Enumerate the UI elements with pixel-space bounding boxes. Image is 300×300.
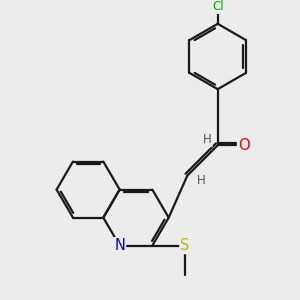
Text: Cl: Cl — [212, 0, 224, 13]
Text: N: N — [114, 238, 125, 253]
Text: H: H — [197, 174, 206, 187]
Text: S: S — [180, 238, 190, 253]
Text: H: H — [203, 133, 212, 146]
Text: O: O — [238, 138, 250, 153]
